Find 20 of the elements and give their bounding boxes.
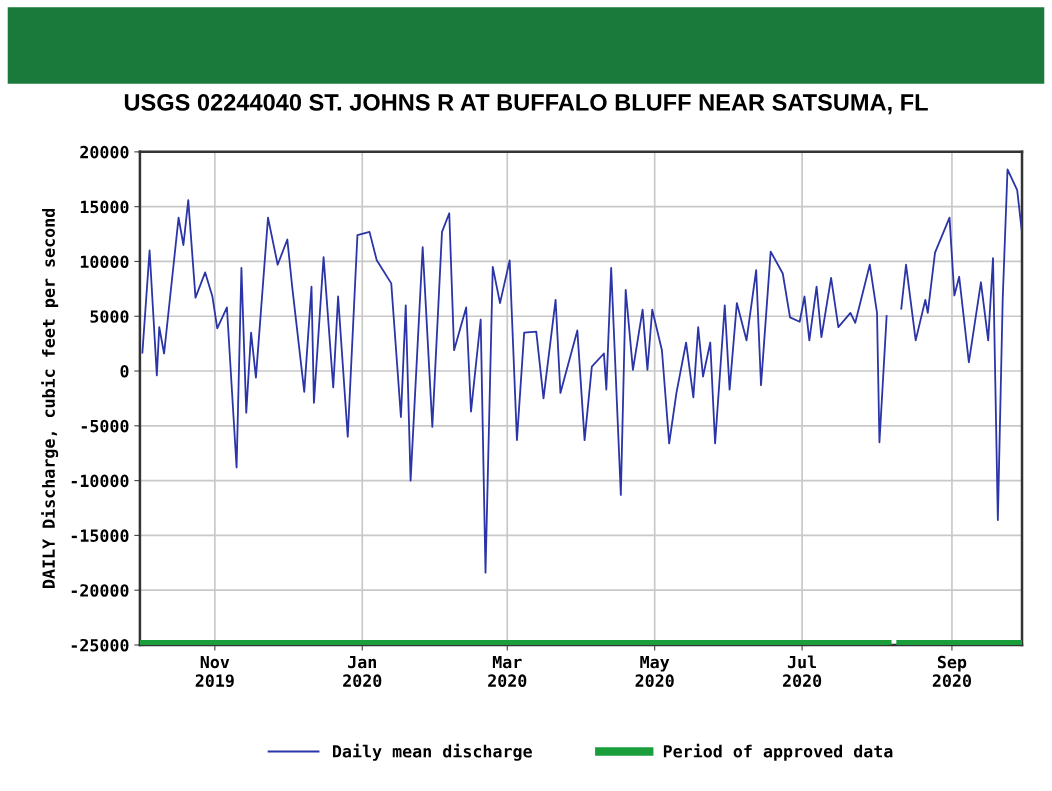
y-tick-label: -5000 <box>81 419 129 433</box>
legend-label: Daily mean discharge <box>333 743 532 761</box>
chart-title: USGS 02244040 ST. JOHNS R AT BUFFALO BLUFF NEAR SATSUMA, FL <box>124 94 928 115</box>
y-tick-label: 15000 <box>80 200 129 214</box>
y-tick-label: -15000 <box>71 529 129 542</box>
y-tick-label: 5000 <box>90 310 129 323</box>
y-axis-title: DAILY Discharge, cubic feet per second <box>41 208 59 588</box>
y-tick-label: 10000 <box>80 255 129 269</box>
legend-label: Period of approved data <box>663 743 893 761</box>
x-tick-label: Jul 2020 <box>782 655 822 687</box>
x-tick-label: Nov 2019 <box>195 655 234 688</box>
y-tick-label: 0 <box>120 364 129 378</box>
x-tick-label: Jan 2020 <box>343 655 382 687</box>
x-tick-label: Sep 2020 <box>932 655 971 687</box>
y-tick-label: 20000 <box>80 145 129 159</box>
x-tick-label: Mar 2020 <box>488 655 527 687</box>
y-tick-label: -25000 <box>71 638 129 652</box>
y-tick-label: -20000 <box>71 584 129 597</box>
x-tick-label: May 2020 <box>635 655 674 687</box>
y-tick-label: -10000 <box>71 474 129 488</box>
